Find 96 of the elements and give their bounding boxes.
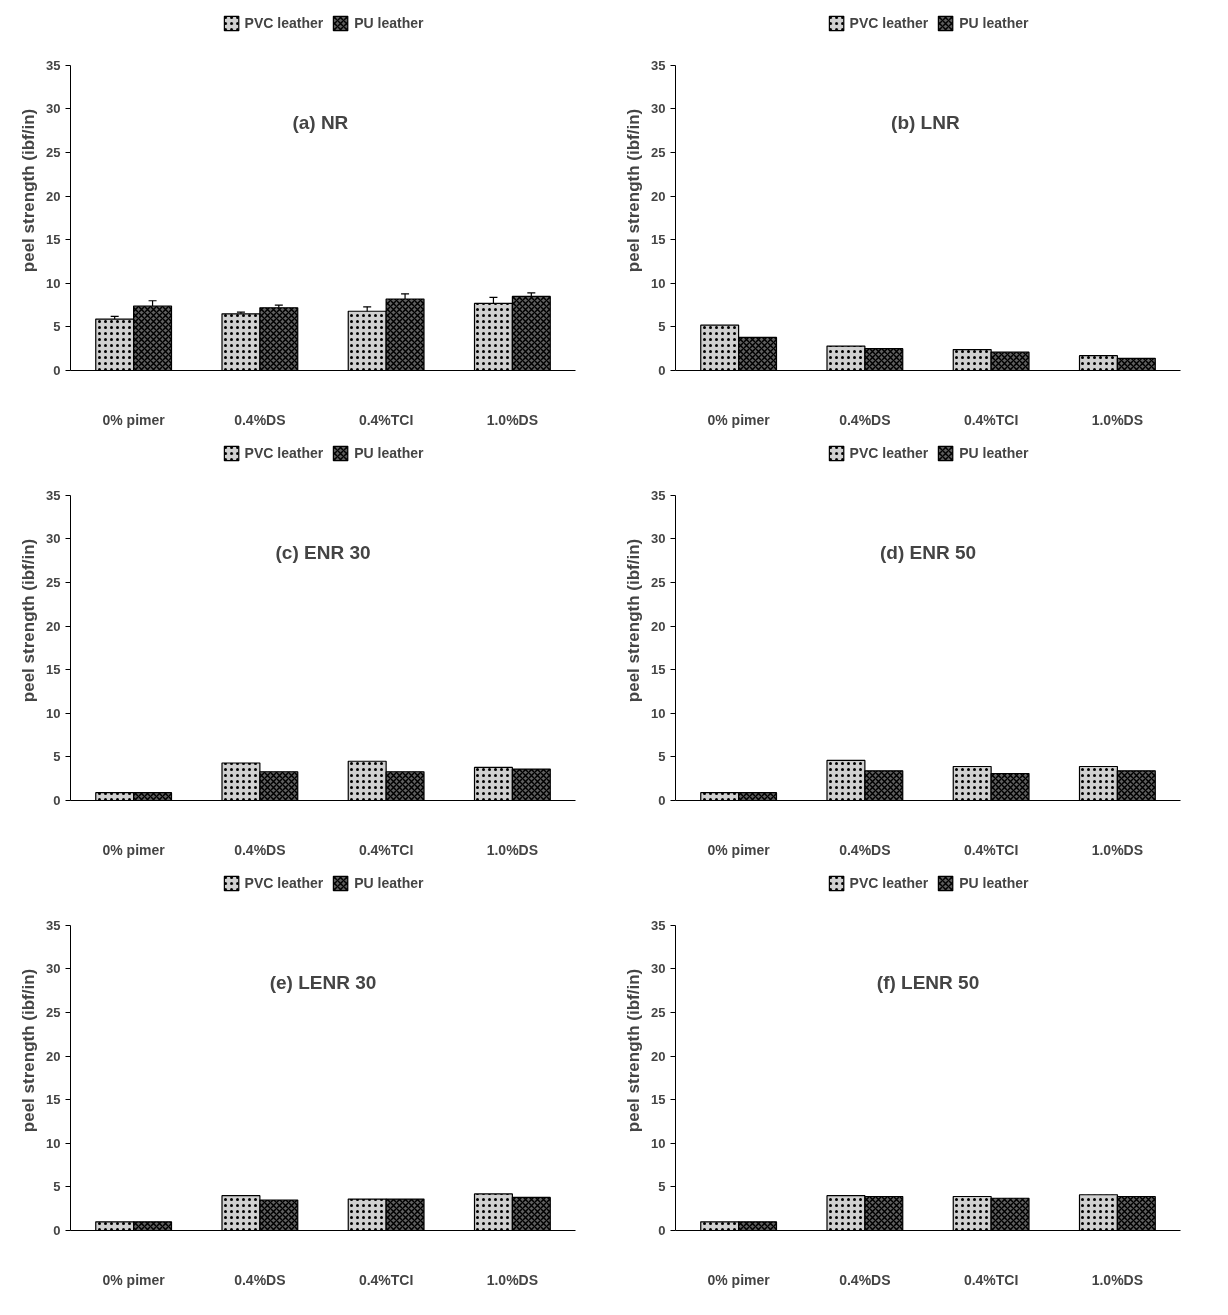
y-tick-label: 35 [46, 487, 61, 503]
x-tick-label: 1.0%DS [1091, 841, 1144, 858]
x-tick-label: 0.4%TCI [358, 411, 414, 428]
legend-label: PU leather [354, 445, 424, 461]
y-axis-title: peel strength (ibf/in) [624, 968, 644, 1133]
y-tick-label: 0 [53, 363, 61, 378]
legend-label: PVC leather [244, 445, 324, 461]
y-tick-label: 35 [651, 487, 666, 503]
y-tick-label: 20 [46, 188, 61, 204]
legend-label: PU leather [354, 875, 424, 891]
y-tick-label: 25 [651, 145, 666, 161]
y-tick-label: 5 [658, 749, 666, 765]
x-tick-label: 1.0%DS [1091, 1271, 1144, 1288]
y-tick-label: 25 [46, 145, 61, 161]
x-tick-label: 0% pimer [707, 411, 771, 428]
x-tick-label: 0.4%DS [234, 1271, 286, 1288]
y-tick-label: 5 [658, 1179, 666, 1195]
y-tick-label: 0 [658, 793, 666, 808]
x-tick-label: 0.4%DS [839, 1271, 891, 1288]
x-tick-label: 0.4%DS [839, 411, 891, 428]
y-tick-label: 0 [658, 363, 666, 378]
y-tick-label: 20 [651, 1048, 666, 1064]
x-tick-label: 0% pimer [707, 1271, 771, 1288]
y-axis-title: peel strength (ibf/in) [19, 538, 39, 703]
legend-label: PU leather [959, 15, 1029, 31]
x-tick-label: 0% pimer [102, 841, 166, 858]
text: (e) LENR 30 [269, 971, 377, 993]
y-tick-label: 20 [651, 188, 666, 204]
y-axis-title: peel strength (ibf/in) [624, 108, 644, 273]
legend-label: PVC leather [244, 875, 324, 891]
y-tick-label: 15 [651, 232, 666, 248]
y-tick-label: 30 [651, 531, 666, 547]
text: (a) NR [292, 111, 349, 133]
y-tick-label: 5 [53, 319, 61, 335]
legend-label: PU leather [959, 445, 1029, 461]
x-tick-label: 0% pimer [102, 1271, 166, 1288]
y-tick-label: 20 [46, 1048, 61, 1064]
y-tick-label: 10 [651, 275, 666, 291]
y-tick-label: 25 [46, 575, 61, 591]
y-tick-label: 5 [53, 749, 61, 765]
x-tick-label: 0.4%DS [839, 841, 891, 858]
legend-label: PVC leather [849, 445, 929, 461]
y-tick-label: 15 [46, 232, 61, 248]
y-tick-label: 20 [46, 618, 61, 634]
legend-label: PU leather [959, 875, 1029, 891]
y-tick-label: 10 [46, 275, 61, 291]
y-tick-label: 30 [651, 961, 666, 977]
y-tick-label: 35 [46, 917, 61, 933]
x-tick-label: 0.4%DS [234, 841, 286, 858]
y-tick-label: 15 [46, 1092, 61, 1108]
y-tick-label: 35 [46, 57, 61, 73]
y-tick-label: 35 [651, 917, 666, 933]
y-tick-label: 30 [46, 531, 61, 547]
y-tick-label: 25 [46, 1005, 61, 1021]
y-axis-title: peel strength (ibf/in) [624, 538, 644, 703]
x-tick-label: 0.4%DS [234, 411, 286, 428]
text: (f) LENR 50 [876, 971, 980, 993]
text: (c) ENR 30 [275, 541, 371, 563]
x-tick-label: 0.4%TCI [358, 841, 414, 858]
y-tick-label: 35 [651, 57, 666, 73]
y-tick-label: 15 [651, 662, 666, 678]
y-tick-label: 15 [651, 1092, 666, 1108]
x-tick-label: 0.4%TCI [963, 841, 1019, 858]
legend-label: PVC leather [244, 15, 324, 31]
x-tick-label: 0.4%TCI [358, 1271, 414, 1288]
x-tick-label: 0.4%TCI [963, 411, 1019, 428]
y-tick-label: 5 [53, 1179, 61, 1195]
y-tick-label: 15 [46, 662, 61, 678]
x-tick-label: 0% pimer [707, 841, 771, 858]
text: (b) LNR [891, 111, 960, 133]
y-tick-label: 10 [46, 1135, 61, 1151]
y-tick-label: 0 [53, 1223, 61, 1238]
y-tick-label: 5 [658, 319, 666, 335]
x-tick-label: 1.0%DS [486, 411, 539, 428]
legend-label: PVC leather [849, 15, 929, 31]
x-tick-label: 1.0%DS [1091, 411, 1144, 428]
y-tick-label: 30 [46, 101, 61, 117]
x-tick-label: 0.4%TCI [963, 1271, 1019, 1288]
y-tick-label: 0 [658, 1223, 666, 1238]
legend-label: PU leather [354, 15, 424, 31]
y-tick-label: 10 [651, 1135, 666, 1151]
x-tick-label: 1.0%DS [486, 841, 539, 858]
text: (d) ENR 50 [879, 541, 977, 563]
y-axis-title: peel strength (ibf/in) [19, 968, 39, 1133]
y-tick-label: 0 [53, 793, 61, 808]
x-tick-label: 1.0%DS [486, 1271, 539, 1288]
y-axis-title: peel strength (ibf/in) [19, 108, 39, 273]
x-tick-label: 0% pimer [102, 411, 166, 428]
y-tick-label: 20 [651, 618, 666, 634]
y-tick-label: 30 [651, 101, 666, 117]
y-tick-label: 25 [651, 575, 666, 591]
y-tick-label: 10 [651, 705, 666, 721]
y-tick-label: 25 [651, 1005, 666, 1021]
legend-label: PVC leather [849, 875, 929, 891]
y-tick-label: 30 [46, 961, 61, 977]
y-tick-label: 10 [46, 705, 61, 721]
